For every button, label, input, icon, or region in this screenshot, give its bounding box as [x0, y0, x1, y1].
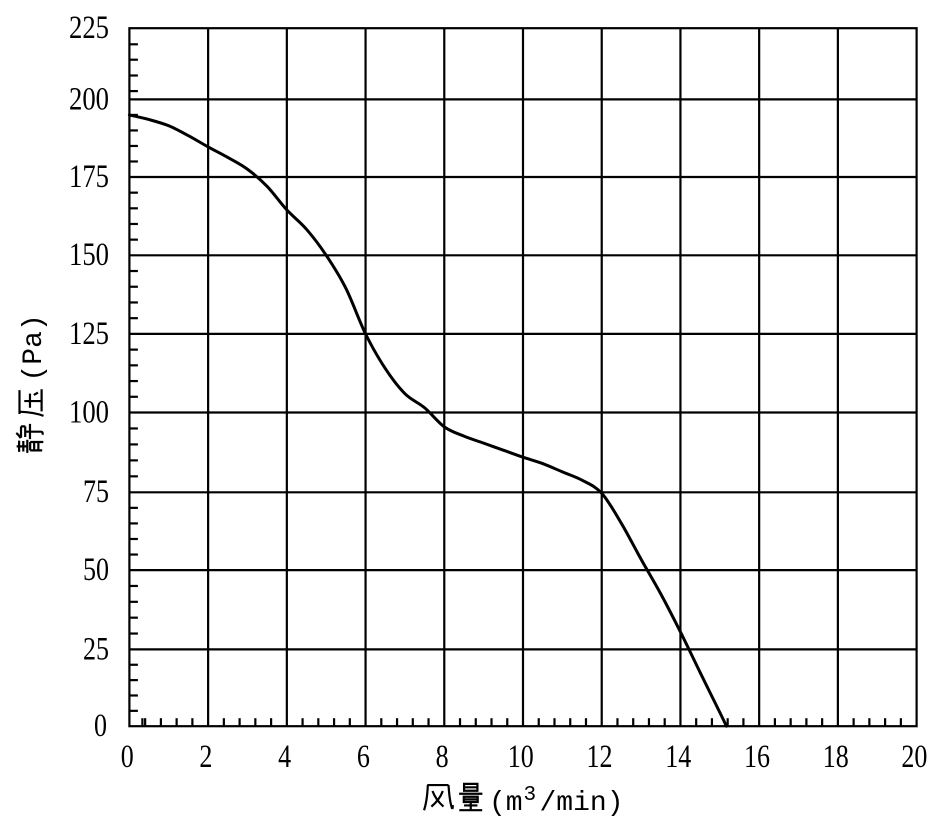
- svg-text:4: 4: [278, 739, 291, 775]
- svg-text:(m: (m: [489, 788, 523, 819]
- svg-text:2: 2: [199, 739, 212, 775]
- svg-text:20: 20: [901, 739, 927, 775]
- svg-text:10: 10: [508, 739, 534, 775]
- svg-text:3: 3: [524, 784, 537, 807]
- svg-text:18: 18: [823, 739, 849, 775]
- svg-text:6: 6: [357, 739, 370, 775]
- svg-text:75: 75: [83, 474, 109, 510]
- svg-text:225: 225: [69, 10, 109, 46]
- svg-text:14: 14: [665, 739, 691, 775]
- svg-text:(Pa): (Pa): [19, 314, 50, 381]
- svg-text:0: 0: [94, 708, 107, 744]
- svg-text:16: 16: [744, 739, 770, 775]
- svg-text:50: 50: [83, 552, 109, 588]
- svg-text:25: 25: [83, 631, 109, 667]
- svg-text:100: 100: [69, 394, 109, 430]
- svg-text:125: 125: [69, 316, 109, 352]
- svg-text:/min): /min): [540, 788, 624, 819]
- svg-text:150: 150: [69, 237, 109, 273]
- svg-text:175: 175: [69, 159, 109, 195]
- svg-text:12: 12: [587, 739, 613, 775]
- svg-text:200: 200: [69, 81, 109, 117]
- svg-text:0: 0: [121, 739, 134, 775]
- svg-text:8: 8: [436, 739, 449, 775]
